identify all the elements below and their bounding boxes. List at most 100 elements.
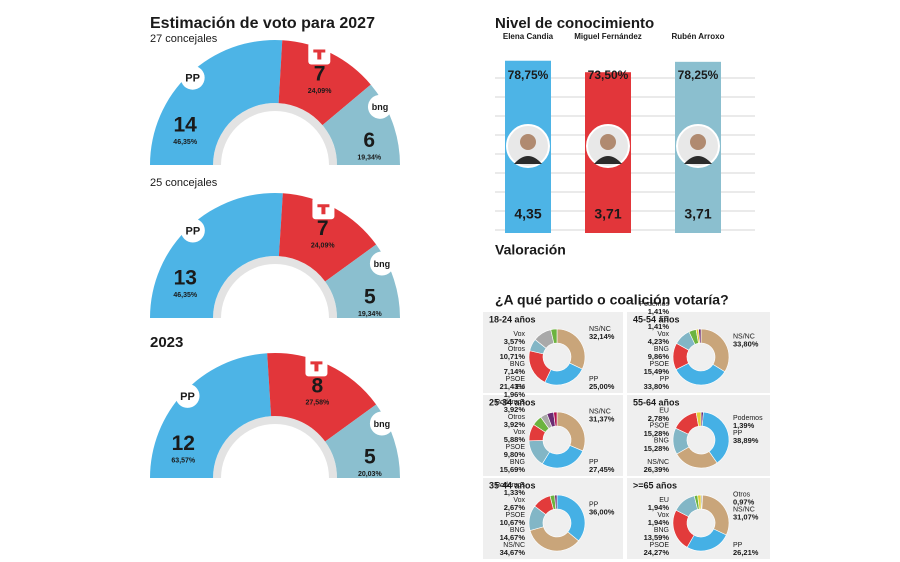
- group-title: 55-64 años: [633, 397, 680, 407]
- party-logo-text: bng: [372, 102, 389, 112]
- donut-segment: [695, 411, 702, 427]
- segment-name: Vox: [513, 497, 525, 504]
- segment-name: BNG: [510, 527, 525, 534]
- rating-label: 3,71: [684, 206, 711, 222]
- seat-segment: [278, 40, 371, 126]
- photo-body: [514, 156, 542, 164]
- segment-name: BNG: [654, 527, 669, 534]
- segment-value: 15,28%: [644, 429, 670, 438]
- seat-count: 7: [317, 217, 329, 240]
- segment-value: 9,86%: [648, 352, 670, 361]
- segment-name: PP: [589, 459, 599, 466]
- candidate-name: Miguel Fernández: [574, 32, 642, 41]
- photo-body: [594, 156, 622, 164]
- segment-name: Vox: [657, 331, 669, 338]
- segment-value: 3,92%: [504, 405, 526, 414]
- segment-value: 2,67%: [504, 503, 526, 512]
- candidate-name-box: Miguel Fernández: [574, 32, 642, 41]
- segment-name: Vox: [513, 331, 525, 338]
- party-logo-text: PP: [186, 225, 201, 237]
- group-title: 45-54 años: [633, 314, 680, 324]
- segment-value: 1,94%: [648, 518, 670, 527]
- segment-value: 36,00%: [589, 508, 615, 517]
- segment-value: 21,43%: [500, 382, 526, 391]
- party-logo: [180, 218, 205, 243]
- rating-title: Valoración: [495, 242, 566, 258]
- vote-share: 46,35%: [173, 139, 198, 146]
- segment-value: 5,88%: [504, 435, 526, 444]
- donut-segment: [550, 328, 558, 344]
- segment-name: NS/NC: [733, 333, 755, 340]
- segment-value: 33,80%: [644, 382, 670, 391]
- segment-name: Otros: [508, 414, 526, 421]
- segment-name: PP: [589, 376, 599, 383]
- party-logo: [367, 94, 392, 119]
- group-title: 18-24 años: [489, 314, 536, 324]
- party-logo: [369, 411, 394, 436]
- segment-name: PSOE: [506, 512, 526, 519]
- rating-label: 4,35: [514, 206, 541, 222]
- segment-value: 14,67%: [500, 533, 526, 542]
- seat-count: 7: [314, 63, 326, 86]
- inner-shadow: [213, 103, 337, 165]
- segment-value: 3,57%: [504, 337, 526, 346]
- segment-name: BNG: [654, 438, 669, 445]
- group-title: 35-44 años: [489, 480, 536, 490]
- group-title: 25-34 años: [489, 397, 536, 407]
- seat-segment: [150, 353, 272, 478]
- inner-shadow: [213, 416, 337, 478]
- group-title: >=65 años: [633, 480, 677, 490]
- segment-name: BNG: [510, 361, 525, 368]
- segment-value: 3,92%: [504, 420, 526, 429]
- seat-segment: [150, 193, 283, 318]
- segment-name: Vox: [657, 512, 669, 519]
- party-logo-rose: [310, 361, 323, 372]
- segment-value: 13,59%: [644, 533, 670, 542]
- party-logo: [180, 65, 205, 90]
- segment-name: NS/NC: [589, 408, 611, 415]
- candidate-name: Elena Candia: [502, 32, 554, 41]
- seat-count: 13: [174, 266, 197, 289]
- inner-shadow: [213, 256, 337, 318]
- segment-name: EU: [659, 408, 669, 415]
- donut-segment: [697, 494, 702, 510]
- seat-count: 8: [312, 374, 324, 397]
- segment-value: 9,80%: [504, 450, 526, 459]
- segment-name: PSOE: [506, 376, 526, 383]
- vote-share: 19,34%: [358, 311, 383, 318]
- chart-title: ¿A qué partido o coalición votaría?: [495, 292, 729, 308]
- photo-body: [684, 156, 712, 164]
- seat-count: 14: [173, 114, 197, 137]
- segment-value: 32,14%: [589, 332, 615, 341]
- seat-segment: [267, 353, 377, 442]
- segment-name: EU: [659, 316, 669, 323]
- segment-name: PP: [660, 376, 670, 383]
- chart-title: Nivel de conocimiento: [495, 15, 654, 32]
- party-logo-rose: [313, 49, 326, 60]
- segment-name: PSOE: [650, 361, 670, 368]
- segment-value: 1,41%: [648, 307, 670, 316]
- seat-count: 5: [364, 446, 376, 469]
- segment-value: 24,27%: [644, 548, 670, 557]
- segment-name: EU: [515, 384, 525, 391]
- seat-count: 6: [363, 129, 375, 152]
- segment-value: 1,33%: [504, 488, 526, 497]
- donut-segment: [554, 494, 558, 510]
- segment-name: Podemos: [495, 399, 525, 406]
- segment-name: Vox: [513, 429, 525, 436]
- segment-value: 10,67%: [500, 518, 526, 527]
- party-logo-rose: [317, 204, 330, 215]
- segment-value: 31,37%: [589, 415, 615, 424]
- candidate-name-box: Elena Candia: [502, 32, 554, 41]
- segment-name: EU: [659, 497, 669, 504]
- vote-share: 63,57%: [171, 457, 196, 464]
- segment-value: 15,69%: [500, 465, 526, 474]
- segment-value: 26,21%: [733, 548, 759, 557]
- segment-name: Podemos: [733, 415, 763, 422]
- bar-label: 78,25%: [678, 68, 719, 82]
- segment-name: Podemos: [495, 482, 525, 489]
- chart-subtitle: 27 concejales: [150, 33, 218, 45]
- segment-value: 38,89%: [733, 436, 759, 445]
